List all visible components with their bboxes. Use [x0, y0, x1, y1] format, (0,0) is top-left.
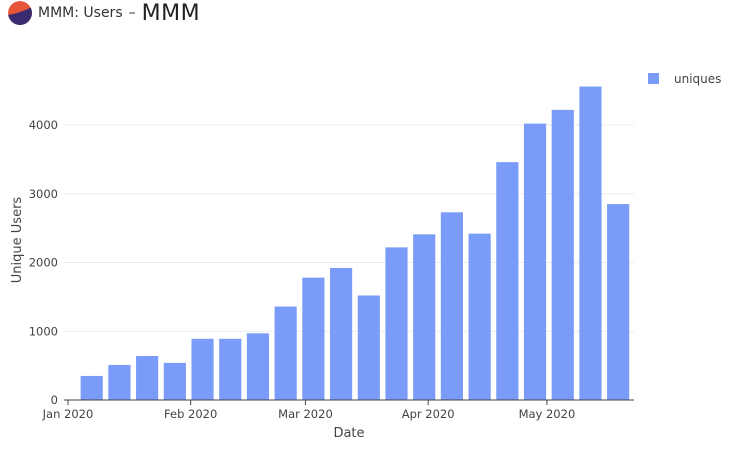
bar[interactable] — [468, 233, 491, 400]
app-title: MMM: Users — [38, 5, 123, 21]
app-logo-icon — [8, 1, 32, 25]
bar[interactable] — [274, 306, 297, 401]
y-tick-label: 2000 — [29, 256, 58, 270]
bar[interactable] — [523, 123, 547, 400]
bar[interactable] — [440, 212, 463, 400]
x-tick-label: Mar 2020 — [278, 407, 333, 421]
legend-label-uniques[interactable]: uniques — [674, 72, 721, 86]
y-tick-label: 1000 — [29, 324, 58, 338]
bar[interactable] — [108, 364, 131, 400]
x-axis-ticks: Jan 2020 Feb 2020 Mar 2020 Apr 2020 May 2020 — [42, 400, 576, 421]
bar[interactable] — [413, 234, 436, 400]
x-tick-label: Apr 2020 — [402, 407, 455, 421]
x-tick-label: Feb 2020 — [164, 407, 217, 421]
bar[interactable] — [191, 338, 214, 400]
y-tick-label: 0 — [51, 393, 58, 407]
bar[interactable] — [136, 356, 159, 400]
brand-name: MMM — [141, 0, 201, 26]
bar[interactable] — [551, 109, 574, 400]
y-tick-label: 3000 — [29, 187, 58, 201]
bar[interactable] — [163, 362, 186, 400]
bar[interactable] — [219, 338, 242, 400]
page-header: MMM: Users – MMM — [8, 0, 200, 26]
bar[interactable] — [607, 204, 630, 400]
legend-swatch-uniques[interactable] — [648, 73, 659, 84]
title-separator: – — [128, 5, 136, 21]
bar[interactable] — [80, 375, 103, 400]
bar[interactable] — [302, 277, 325, 400]
y-axis-title: Unique Users — [10, 197, 25, 284]
bar[interactable] — [385, 247, 408, 400]
y-tick-label: 4000 — [29, 118, 58, 132]
bar-series — [80, 86, 630, 401]
x-tick-label: Jan 2020 — [42, 407, 94, 421]
bar[interactable] — [330, 268, 353, 400]
x-tick-label: May 2020 — [519, 407, 576, 421]
bar[interactable] — [246, 333, 270, 400]
y-axis-ticks: 0 1000 2000 3000 4000 — [29, 118, 58, 407]
bar[interactable] — [496, 162, 519, 400]
x-axis-title: Date — [333, 426, 364, 441]
bar[interactable] — [579, 86, 602, 401]
legend[interactable]: uniques — [648, 72, 721, 86]
bar[interactable] — [357, 295, 380, 401]
